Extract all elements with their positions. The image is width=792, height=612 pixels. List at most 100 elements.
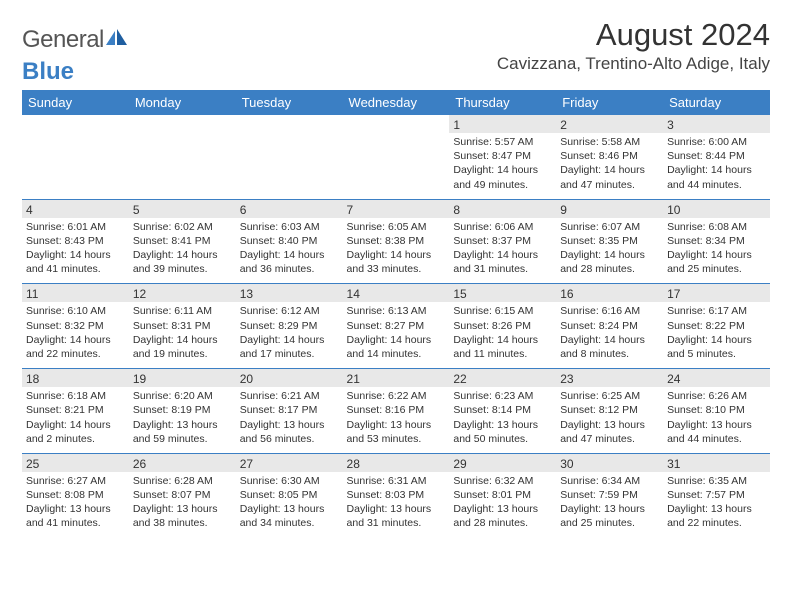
- day-cell-num: [343, 115, 450, 133]
- day-cell-num: 12: [129, 284, 236, 303]
- day-header: Sunday: [22, 90, 129, 115]
- day-header: Friday: [556, 90, 663, 115]
- day-cell-detail: Sunrise: 6:07 AMSunset: 8:35 PMDaylight:…: [556, 218, 663, 284]
- sunset-text: Sunset: 8:14 PM: [453, 403, 552, 417]
- day1-text: Daylight: 14 hours: [26, 333, 125, 347]
- sunrise-text: Sunrise: 6:20 AM: [133, 389, 232, 403]
- day1-text: Daylight: 14 hours: [347, 333, 446, 347]
- day2-text: and 8 minutes.: [560, 347, 659, 361]
- sunset-text: Sunset: 8:19 PM: [133, 403, 232, 417]
- day-cell-detail: Sunrise: 6:12 AMSunset: 8:29 PMDaylight:…: [236, 302, 343, 368]
- day2-text: and 22 minutes.: [667, 516, 766, 530]
- sunrise-text: Sunrise: 6:35 AM: [667, 474, 766, 488]
- day-cell-num: 23: [556, 369, 663, 388]
- day2-text: and 5 minutes.: [667, 347, 766, 361]
- sunset-text: Sunset: 8:38 PM: [347, 234, 446, 248]
- day2-text: and 39 minutes.: [133, 262, 232, 276]
- day2-text: and 59 minutes.: [133, 432, 232, 446]
- sunrise-text: Sunrise: 6:18 AM: [26, 389, 125, 403]
- sunrise-text: Sunrise: 6:34 AM: [560, 474, 659, 488]
- day-number: 6: [240, 203, 339, 217]
- day1-text: Daylight: 13 hours: [240, 502, 339, 516]
- day1-text: Daylight: 14 hours: [453, 163, 552, 177]
- day-cell-num: 15: [449, 284, 556, 303]
- day-cell-detail: Sunrise: 5:58 AMSunset: 8:46 PMDaylight:…: [556, 133, 663, 199]
- day-cell-detail: Sunrise: 6:28 AMSunset: 8:07 PMDaylight:…: [129, 472, 236, 538]
- day-number: 8: [453, 203, 552, 217]
- day1-text: Daylight: 14 hours: [240, 248, 339, 262]
- day2-text: and 31 minutes.: [453, 262, 552, 276]
- sunset-text: Sunset: 8:01 PM: [453, 488, 552, 502]
- sunset-text: Sunset: 8:34 PM: [667, 234, 766, 248]
- sunset-text: Sunset: 8:16 PM: [347, 403, 446, 417]
- day1-text: Daylight: 14 hours: [240, 333, 339, 347]
- day2-text: and 44 minutes.: [667, 432, 766, 446]
- day-number: 5: [133, 203, 232, 217]
- day2-text: and 47 minutes.: [560, 178, 659, 192]
- day1-text: Daylight: 14 hours: [133, 333, 232, 347]
- sunrise-text: Sunrise: 6:26 AM: [667, 389, 766, 403]
- day-cell-detail: [236, 133, 343, 199]
- day2-text: and 49 minutes.: [453, 178, 552, 192]
- sunrise-text: Sunrise: 6:21 AM: [240, 389, 339, 403]
- day-cell-num: 28: [343, 453, 450, 472]
- sunset-text: Sunset: 8:17 PM: [240, 403, 339, 417]
- day2-text: and 44 minutes.: [667, 178, 766, 192]
- sunrise-text: Sunrise: 6:16 AM: [560, 304, 659, 318]
- sunset-text: Sunset: 8:05 PM: [240, 488, 339, 502]
- day-cell-detail: Sunrise: 6:02 AMSunset: 8:41 PMDaylight:…: [129, 218, 236, 284]
- day1-text: Daylight: 14 hours: [560, 333, 659, 347]
- sunrise-text: Sunrise: 6:05 AM: [347, 220, 446, 234]
- day-cell-detail: Sunrise: 6:06 AMSunset: 8:37 PMDaylight:…: [449, 218, 556, 284]
- sunrise-text: Sunrise: 6:27 AM: [26, 474, 125, 488]
- sunset-text: Sunset: 8:03 PM: [347, 488, 446, 502]
- day-cell-detail: Sunrise: 6:00 AMSunset: 8:44 PMDaylight:…: [663, 133, 770, 199]
- day1-text: Daylight: 13 hours: [133, 502, 232, 516]
- day-number: 11: [26, 287, 125, 301]
- day-cell-num: [129, 115, 236, 133]
- day-cell-num: 6: [236, 199, 343, 218]
- day-number: 29: [453, 457, 552, 471]
- sunrise-text: Sunrise: 6:30 AM: [240, 474, 339, 488]
- day-header: Thursday: [449, 90, 556, 115]
- sunrise-text: Sunrise: 6:10 AM: [26, 304, 125, 318]
- sunset-text: Sunset: 8:47 PM: [453, 149, 552, 163]
- day-cell-detail: Sunrise: 5:57 AMSunset: 8:47 PMDaylight:…: [449, 133, 556, 199]
- day-number: 12: [133, 287, 232, 301]
- sunrise-text: Sunrise: 6:25 AM: [560, 389, 659, 403]
- day-cell-num: 19: [129, 369, 236, 388]
- calendar-table: Sunday Monday Tuesday Wednesday Thursday…: [22, 90, 770, 537]
- day-number: 13: [240, 287, 339, 301]
- sunrise-text: Sunrise: 6:00 AM: [667, 135, 766, 149]
- day-cell-num: 29: [449, 453, 556, 472]
- calendar-page: General August 2024 Cavizzana, Trentino-…: [0, 0, 792, 612]
- day-cell-num: 10: [663, 199, 770, 218]
- day-cell-detail: Sunrise: 6:31 AMSunset: 8:03 PMDaylight:…: [343, 472, 450, 538]
- day-cell-detail: Sunrise: 6:34 AMSunset: 7:59 PMDaylight:…: [556, 472, 663, 538]
- day-number: 1: [453, 118, 552, 132]
- day-cell-num: 24: [663, 369, 770, 388]
- day1-text: Daylight: 14 hours: [347, 248, 446, 262]
- day2-text: and 56 minutes.: [240, 432, 339, 446]
- sunset-text: Sunset: 8:44 PM: [667, 149, 766, 163]
- sunset-text: Sunset: 8:43 PM: [26, 234, 125, 248]
- day-number: 28: [347, 457, 446, 471]
- day2-text: and 36 minutes.: [240, 262, 339, 276]
- day2-text: and 17 minutes.: [240, 347, 339, 361]
- day-number: 27: [240, 457, 339, 471]
- sunrise-text: Sunrise: 6:22 AM: [347, 389, 446, 403]
- day-cell-num: [22, 115, 129, 133]
- day-cell-num: 9: [556, 199, 663, 218]
- day2-text: and 2 minutes.: [26, 432, 125, 446]
- sunrise-text: Sunrise: 6:07 AM: [560, 220, 659, 234]
- day2-text: and 14 minutes.: [347, 347, 446, 361]
- day-cell-detail: [22, 133, 129, 199]
- sunset-text: Sunset: 8:41 PM: [133, 234, 232, 248]
- sunrise-text: Sunrise: 6:28 AM: [133, 474, 232, 488]
- day2-text: and 38 minutes.: [133, 516, 232, 530]
- day-cell-num: 1: [449, 115, 556, 133]
- day-cell-num: 26: [129, 453, 236, 472]
- day-cell-num: 22: [449, 369, 556, 388]
- day2-text: and 47 minutes.: [560, 432, 659, 446]
- day-cell-detail: Sunrise: 6:22 AMSunset: 8:16 PMDaylight:…: [343, 387, 450, 453]
